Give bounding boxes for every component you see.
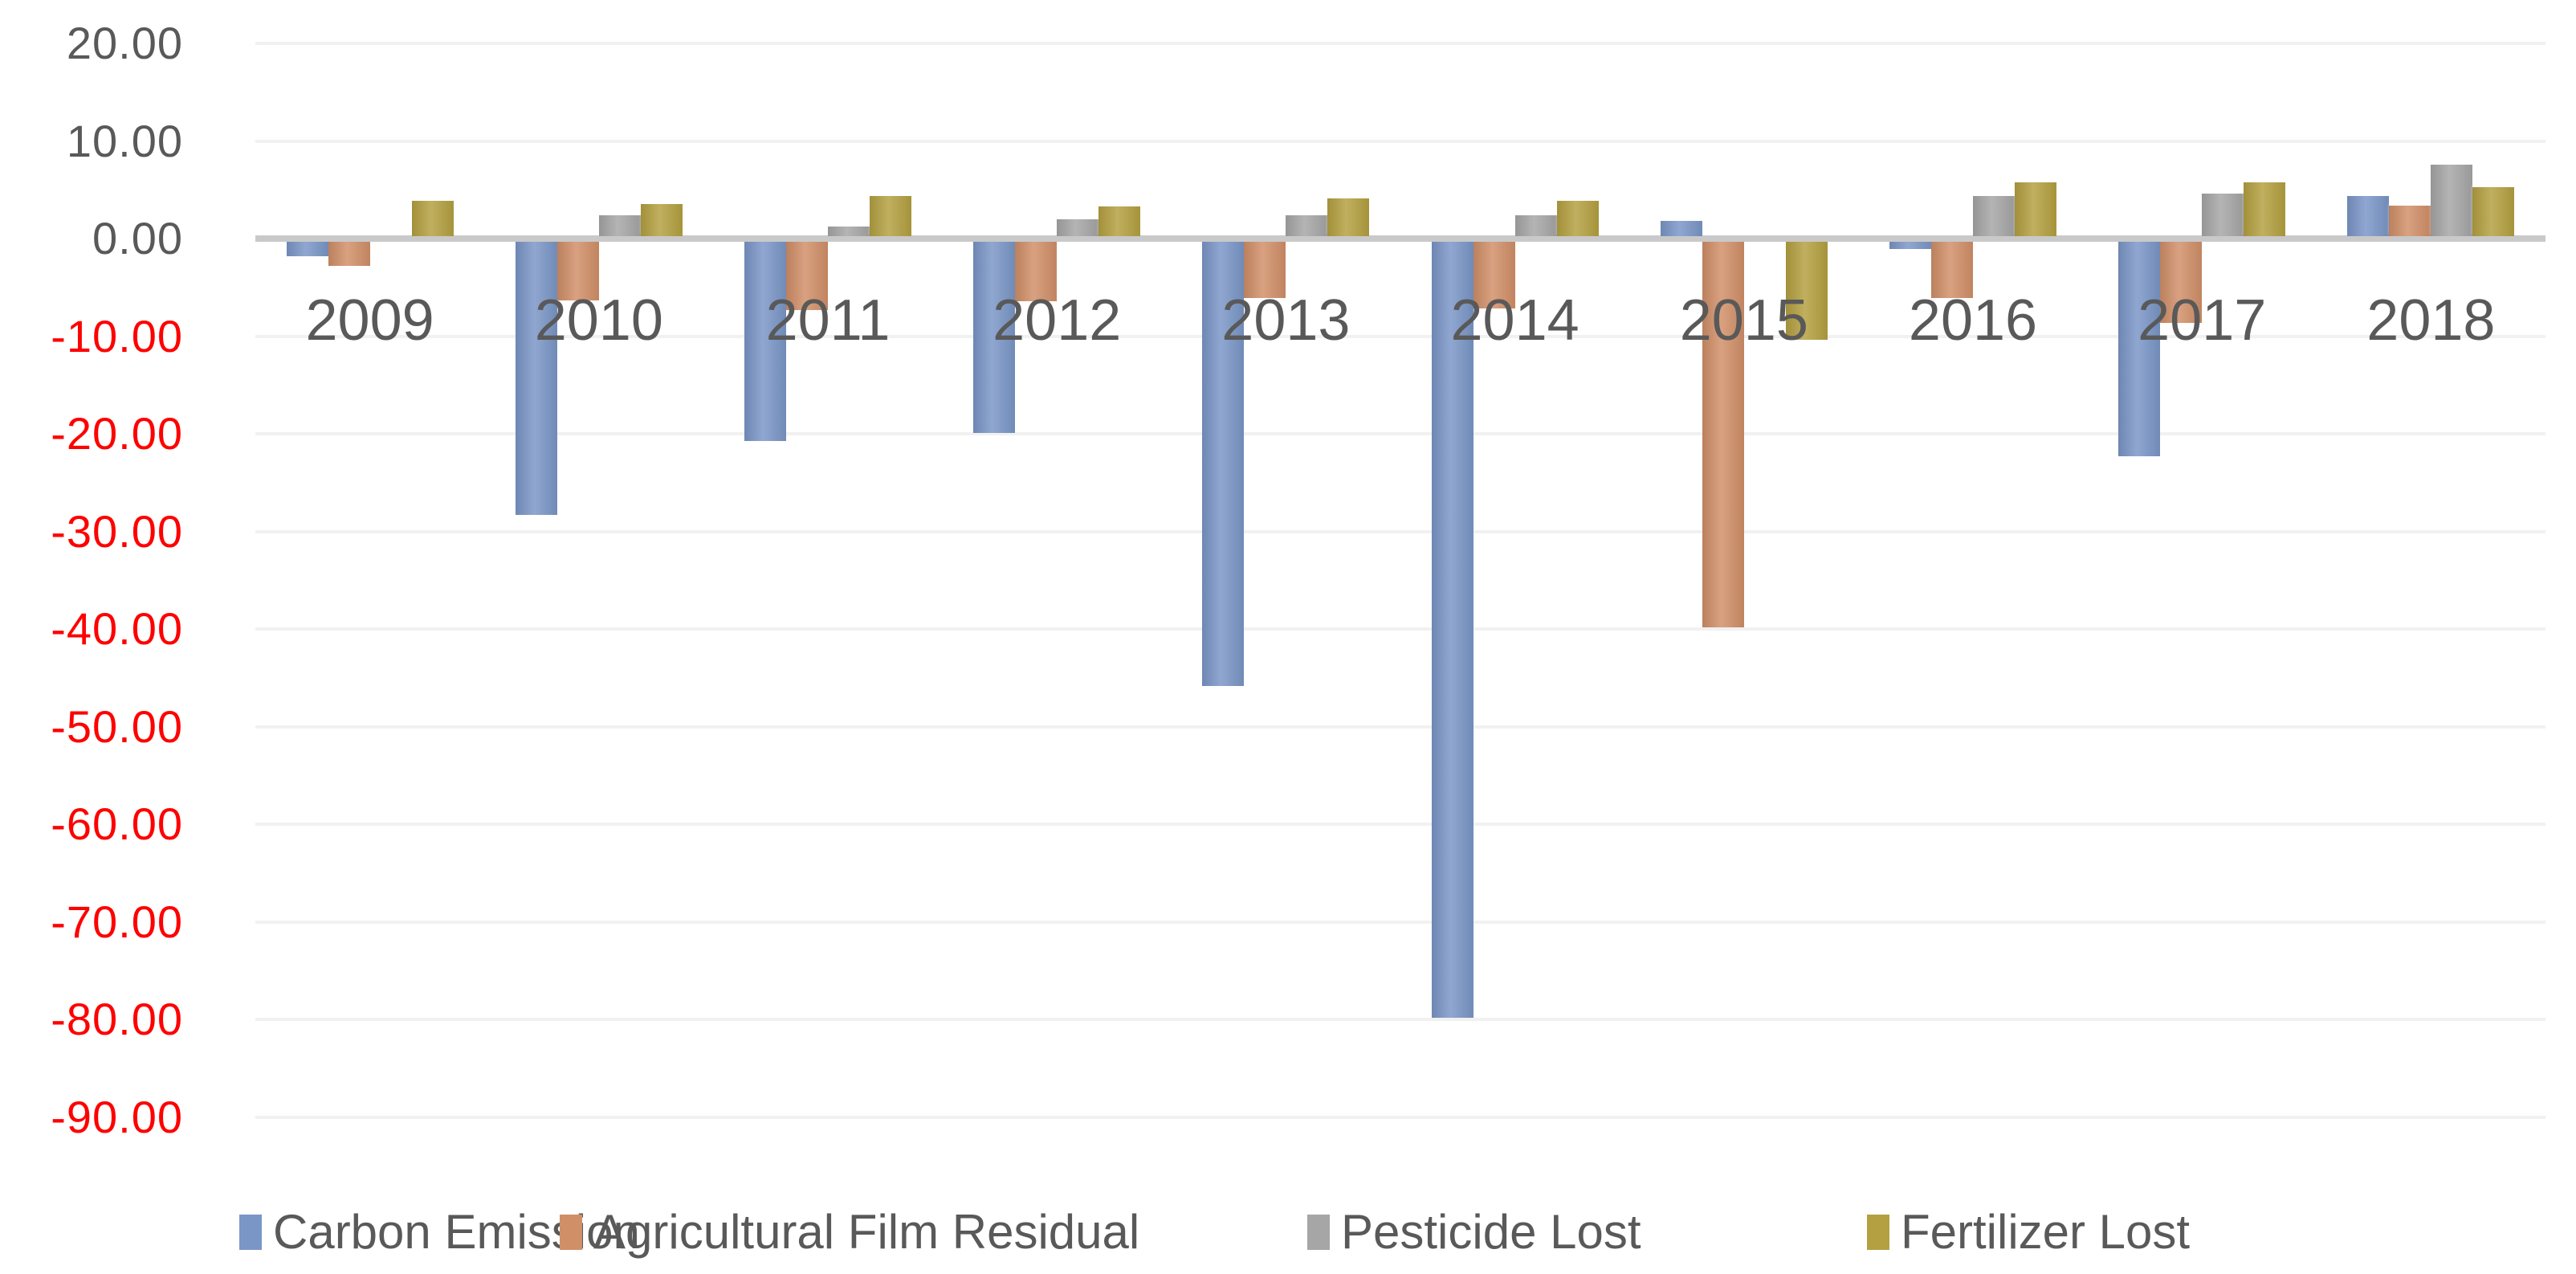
legend-label-fertilizer-lost: Fertilizer Lost [1901, 1205, 2191, 1259]
y-tick-label: -10.00 [51, 310, 183, 361]
bar-agricultural-film-residual-2011 [786, 242, 828, 310]
bar-agricultural-film-residual-2014 [1473, 242, 1515, 308]
bar-carbon-emission-2014 [1432, 242, 1473, 1018]
bar-fertilizer-lost-2017 [2244, 182, 2285, 236]
x-category-label-2010: 2010 [534, 288, 663, 353]
bar-carbon-emission-2017 [2118, 242, 2160, 456]
bar-fertilizer-lost-2013 [1327, 198, 1369, 237]
bar-fertilizer-lost-2016 [2015, 182, 2056, 236]
bar-pesticide-lost-2016 [1973, 195, 2015, 236]
x-category-label-2011: 2011 [765, 288, 891, 353]
legend-swatch-carbon-emission [239, 1215, 262, 1250]
y-gridline [255, 42, 2545, 45]
y-tick-label: -20.00 [51, 408, 183, 459]
y-gridline [255, 334, 2545, 338]
bar-pesticide-lost-2012 [1057, 218, 1098, 236]
y-gridline [255, 432, 2545, 435]
bar-fertilizer-lost-2011 [870, 195, 911, 236]
y-tick-label: -30.00 [51, 505, 183, 557]
legend-label-agricultural-film-residual: Agricultural Film Residual [593, 1205, 1140, 1259]
y-tick-label: 10.00 [66, 115, 183, 166]
bar-fertilizer-lost-2012 [1098, 206, 1140, 236]
y-tick-label: -40.00 [51, 603, 183, 654]
bar-pesticide-lost-2014 [1515, 214, 1557, 236]
bar-pesticide-lost-2017 [2202, 194, 2244, 237]
y-gridline [255, 920, 2545, 924]
x-category-label-2012: 2012 [992, 288, 1122, 353]
y-gridline [255, 529, 2545, 533]
y-gridline [255, 139, 2545, 143]
legend-swatch-pesticide-lost [1307, 1215, 1330, 1250]
y-tick-label: -60.00 [51, 798, 183, 849]
bar-pesticide-lost-2010 [599, 214, 641, 236]
bar-carbon-emission-2013 [1202, 242, 1244, 686]
y-gridline [255, 1115, 2545, 1119]
bar-agricultural-film-residual-2009 [328, 242, 370, 266]
legend-item-fertilizer-lost: Fertilizer Lost [1867, 1207, 2190, 1258]
bar-fertilizer-lost-2009 [412, 200, 454, 236]
x-category-label-2013: 2013 [1221, 288, 1351, 353]
y-gridline [255, 823, 2545, 826]
y-tick-label: 0.00 [92, 213, 183, 263]
y-gridline [255, 725, 2545, 729]
legend-item-agricultural-film-residual: Agricultural Film Residual [560, 1207, 1139, 1258]
bar-fertilizer-lost-2018 [2472, 186, 2514, 236]
legend-item-pesticide-lost: Pesticide Lost [1307, 1207, 1641, 1258]
x-axis-line [255, 235, 2545, 242]
legend-label-pesticide-lost: Pesticide Lost [1341, 1205, 1641, 1259]
bar-agricultural-film-residual-2012 [1015, 242, 1057, 301]
bar-carbon-emission-2018 [2347, 195, 2389, 236]
bar-fertilizer-lost-2010 [641, 204, 683, 237]
bar-pesticide-lost-2011 [828, 227, 870, 237]
y-tick-label: -70.00 [51, 896, 183, 947]
bar-fertilizer-lost-2014 [1557, 200, 1599, 236]
x-category-label-2009: 2009 [305, 288, 434, 353]
bar-carbon-emission-2016 [1889, 242, 1931, 249]
x-category-label-2014: 2014 [1450, 288, 1579, 353]
bar-pesticide-lost-2013 [1286, 214, 1327, 236]
bar-fertilizer-lost-2015 [1786, 242, 1828, 340]
x-category-label-2018: 2018 [2366, 288, 2496, 353]
legend-swatch-fertilizer-lost [1867, 1215, 1889, 1250]
bar-carbon-emission-2010 [516, 242, 557, 515]
bar-agricultural-film-residual-2010 [557, 242, 599, 300]
y-tick-label: 20.00 [66, 18, 183, 68]
bar-carbon-emission-2009 [287, 242, 328, 256]
bar-agricultural-film-residual-2018 [2389, 205, 2431, 236]
legend-swatch-agricultural-film-residual [560, 1215, 582, 1250]
x-category-label-2016: 2016 [1908, 288, 2038, 353]
y-tick-label: -50.00 [51, 700, 183, 752]
bar-pesticide-lost-2018 [2431, 164, 2472, 236]
y-gridline [255, 627, 2545, 631]
bar-agricultural-film-residual-2017 [2160, 242, 2202, 323]
bar-agricultural-film-residual-2013 [1244, 242, 1286, 298]
bar-agricultural-film-residual-2016 [1931, 242, 1973, 298]
bar-carbon-emission-2012 [973, 242, 1015, 433]
y-gridline [255, 1018, 2545, 1021]
x-category-label-2017: 2017 [2138, 288, 2267, 353]
x-category-label-2015: 2015 [1679, 288, 1808, 353]
y-tick-label: -90.00 [51, 1091, 183, 1142]
bar-agricultural-film-residual-2015 [1702, 242, 1744, 627]
bar-carbon-emission-2011 [744, 242, 786, 441]
bar-carbon-emission-2015 [1661, 221, 1702, 237]
y-tick-label: -80.00 [51, 994, 183, 1044]
